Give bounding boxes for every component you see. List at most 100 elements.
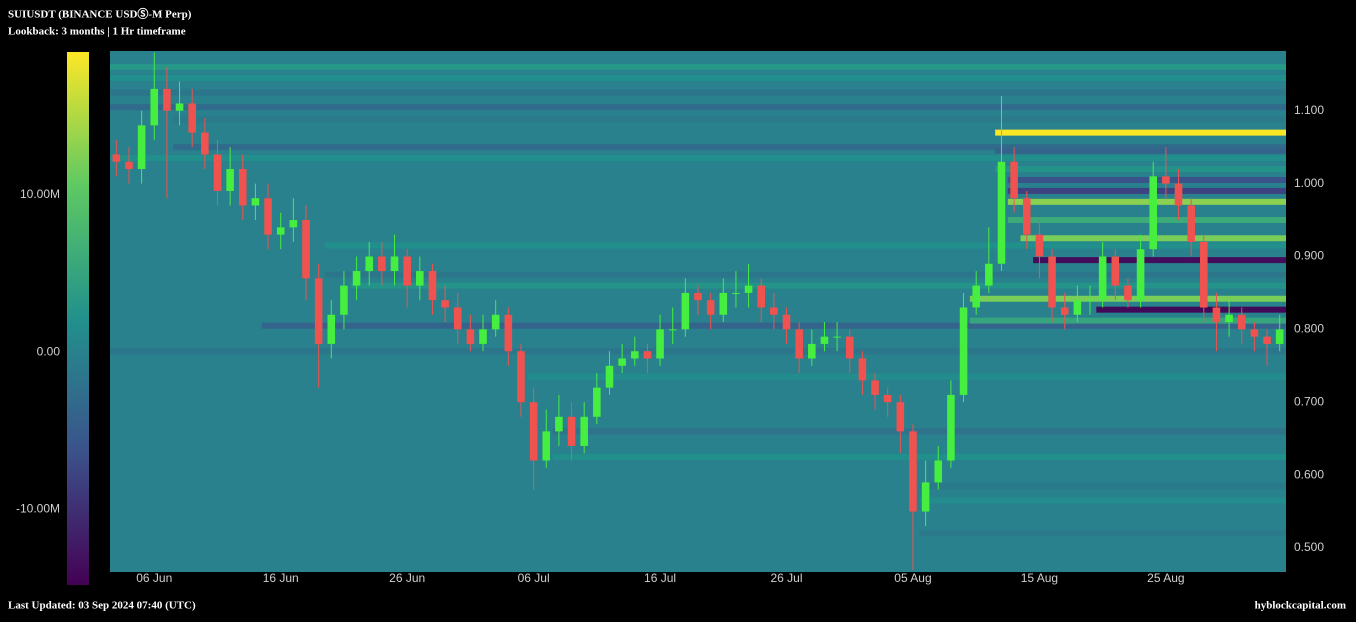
heatmap-band bbox=[919, 530, 1286, 537]
candle-body bbox=[985, 263, 993, 286]
candle-body bbox=[251, 198, 260, 206]
candle-body bbox=[1149, 176, 1158, 250]
candle-body bbox=[479, 329, 487, 344]
candle-body bbox=[453, 307, 462, 330]
candle-body bbox=[1162, 176, 1170, 184]
candle-body bbox=[1136, 249, 1145, 301]
candle-body bbox=[1212, 307, 1221, 323]
heatmap-band bbox=[324, 242, 1286, 249]
candle-body bbox=[137, 125, 146, 170]
candle-body bbox=[921, 482, 930, 512]
candle-body bbox=[618, 358, 626, 366]
heatmap-band bbox=[173, 116, 1286, 123]
candle-body bbox=[125, 161, 133, 170]
candle-body bbox=[264, 198, 272, 235]
candle-body bbox=[504, 314, 513, 352]
candle-body bbox=[1086, 300, 1094, 302]
candle-body bbox=[694, 292, 702, 301]
heatmap-band bbox=[995, 166, 1286, 173]
colorbar-tick-label: -10.00M bbox=[16, 502, 60, 516]
heatmap-band bbox=[1007, 217, 1286, 224]
colorbar bbox=[67, 52, 89, 585]
candle-body bbox=[314, 278, 323, 344]
y-tick-label: 0.600 bbox=[1294, 467, 1324, 481]
candle-body bbox=[656, 329, 664, 359]
candle-body bbox=[668, 329, 677, 331]
heatmap-band bbox=[1007, 198, 1286, 205]
candle-body bbox=[593, 387, 601, 417]
heatmap-band bbox=[110, 155, 1286, 162]
candle-body bbox=[1263, 336, 1271, 344]
heatmap-band bbox=[1007, 187, 1286, 194]
candle-body bbox=[1048, 256, 1056, 308]
candle-body bbox=[112, 154, 121, 162]
x-tick-label: 06 Jun bbox=[136, 571, 172, 585]
candle-body bbox=[1022, 198, 1031, 235]
candle-body bbox=[555, 416, 563, 432]
heatmap-band bbox=[552, 453, 1286, 460]
candle-body bbox=[188, 103, 196, 133]
candle-body bbox=[1060, 307, 1069, 315]
candle-body bbox=[605, 365, 614, 388]
candle-body bbox=[201, 132, 209, 155]
candle-body bbox=[1225, 314, 1233, 323]
y-tick-label: 0.500 bbox=[1294, 540, 1324, 554]
candle-body bbox=[1275, 329, 1284, 344]
chart-subtitle: Lookback: 3 months | 1 Hr timeframe bbox=[8, 26, 186, 38]
candle-body bbox=[959, 307, 968, 395]
candle-body bbox=[1098, 256, 1107, 301]
candle-body bbox=[833, 336, 841, 338]
candle-body bbox=[580, 416, 588, 446]
candle-body bbox=[327, 314, 336, 344]
x-tick-label: 15 Aug bbox=[1021, 571, 1058, 585]
heatmap-band bbox=[110, 104, 1286, 111]
heatmap-band bbox=[110, 74, 1286, 81]
candle-body bbox=[466, 329, 475, 344]
candle-body bbox=[1010, 161, 1018, 199]
candle-body bbox=[845, 336, 854, 359]
heatmap-band bbox=[969, 317, 1286, 324]
candle-body bbox=[150, 88, 159, 126]
candle-body bbox=[517, 351, 525, 403]
candle-body bbox=[378, 256, 386, 272]
candle-body bbox=[1200, 241, 1208, 308]
heatmap-band bbox=[527, 373, 1286, 380]
candle-body bbox=[858, 358, 867, 381]
candle-body bbox=[770, 307, 778, 315]
x-tick-label: 16 Jun bbox=[263, 571, 299, 585]
heatmap-band bbox=[110, 89, 1286, 96]
candle-body bbox=[1174, 183, 1183, 206]
x-tick-label: 26 Jul bbox=[771, 571, 803, 585]
heatmap-band bbox=[350, 282, 1286, 289]
x-tick-label: 05 Aug bbox=[894, 571, 931, 585]
candle-body bbox=[302, 220, 310, 279]
candle-body bbox=[163, 88, 171, 111]
heatmap-band bbox=[919, 483, 1286, 490]
plot bbox=[110, 51, 1286, 572]
candle-body bbox=[226, 169, 234, 191]
heatmap-band bbox=[173, 144, 1286, 151]
y-tick-label: 0.700 bbox=[1294, 394, 1324, 408]
candle-body bbox=[1187, 205, 1195, 242]
candle-body bbox=[934, 460, 943, 483]
candle-body bbox=[997, 161, 1006, 264]
candle-body bbox=[1250, 329, 1259, 337]
heatmap-band bbox=[1096, 306, 1286, 313]
candle-body bbox=[403, 256, 411, 286]
x-tick-label: 16 Jul bbox=[644, 571, 676, 585]
candle-body bbox=[491, 314, 500, 330]
x-tick-label: 25 Aug bbox=[1147, 571, 1184, 585]
footer: Last Updated: 03 Sep 2024 07:40 (UTC) bbox=[8, 600, 196, 612]
candle-body bbox=[757, 285, 766, 308]
candle-body bbox=[719, 292, 728, 315]
candle-body bbox=[706, 300, 715, 315]
source: hyblockcapital.com bbox=[1255, 600, 1346, 612]
candle-body bbox=[1237, 314, 1246, 330]
candle-body bbox=[1124, 285, 1132, 301]
candle-body bbox=[909, 431, 917, 512]
candle-body bbox=[289, 220, 298, 228]
candle-body bbox=[238, 169, 247, 206]
candle-body bbox=[175, 103, 184, 111]
candle-body bbox=[340, 285, 348, 315]
candle-body bbox=[441, 300, 449, 308]
